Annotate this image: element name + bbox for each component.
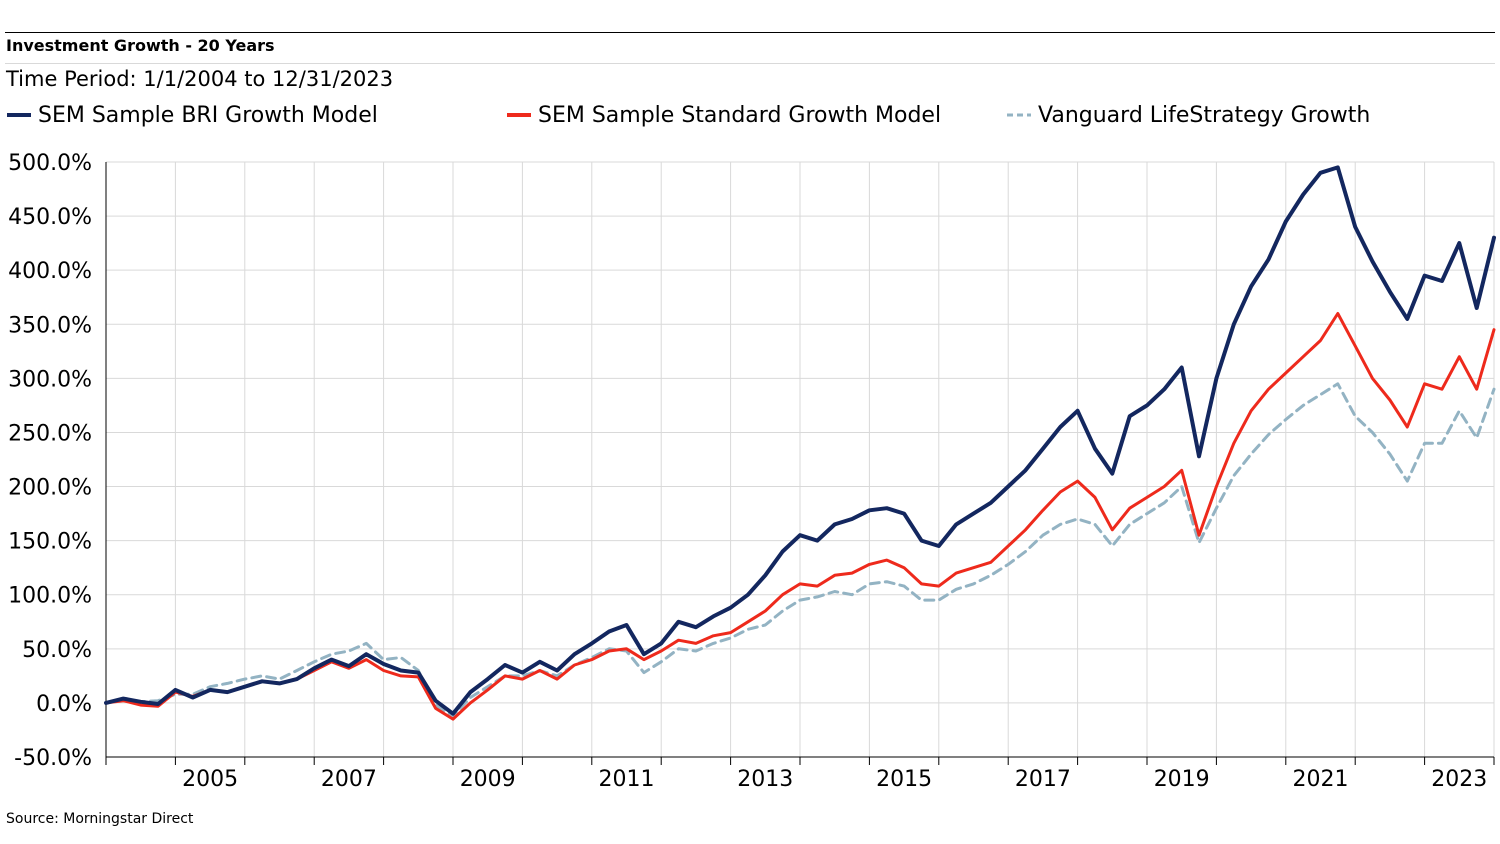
- legend-label-standard: SEM Sample Standard Growth Model: [538, 102, 942, 128]
- x-tick-label: 2013: [737, 767, 793, 792]
- top-rule: [5, 32, 1495, 33]
- y-tick-label: -50.0%: [14, 746, 92, 771]
- x-tick-label: 2007: [321, 767, 377, 792]
- series-line-standard: [104, 312, 1496, 721]
- x-tick-label: 2015: [876, 767, 932, 792]
- x-tick-label: 2017: [1015, 767, 1071, 792]
- chart-title: Investment Growth - 20 Years: [6, 36, 275, 55]
- legend-item-standard: SEM Sample Standard Growth Model: [506, 101, 941, 129]
- y-tick-label: 500.0%: [8, 151, 92, 176]
- legend-item-bri: SEM Sample BRI Growth Model: [6, 101, 378, 129]
- x-tick-label: 2009: [460, 767, 516, 792]
- source-note: Source: Morningstar Direct: [6, 811, 194, 827]
- y-tick-label: 400.0%: [8, 259, 92, 284]
- legend-item-vanguard: Vanguard LifeStrategy Growth: [1006, 101, 1370, 129]
- y-tick-label: 350.0%: [8, 313, 92, 338]
- x-tick-label: 2005: [182, 767, 238, 792]
- series-line-bri: [104, 165, 1496, 716]
- y-tick-label: 0.0%: [36, 692, 92, 717]
- series-line-vanguard: [104, 382, 1496, 718]
- y-tick-label: 200.0%: [8, 476, 92, 501]
- x-tick-label: 2019: [1154, 767, 1210, 792]
- legend-label-bri: SEM Sample BRI Growth Model: [38, 102, 378, 128]
- legend-swatch-vanguard: [1007, 113, 1031, 117]
- x-tick-label: 2021: [1293, 767, 1349, 792]
- legend-swatch-bri: [7, 113, 31, 117]
- legend-label-vanguard: Vanguard LifeStrategy Growth: [1038, 102, 1371, 128]
- y-tick-label: 150.0%: [8, 530, 92, 555]
- y-tick-label: 450.0%: [8, 205, 92, 230]
- x-tick-label: 2011: [599, 767, 655, 792]
- y-tick-label: 50.0%: [22, 638, 92, 663]
- y-tick-label: 300.0%: [8, 367, 92, 392]
- y-tick-label: 250.0%: [8, 421, 92, 446]
- y-tick-label: 100.0%: [8, 584, 92, 609]
- legend-swatch-standard: [507, 113, 531, 117]
- x-tick-label: 2023: [1431, 767, 1487, 792]
- chart-subtitle: Time Period: 1/1/2004 to 12/31/2023: [6, 67, 394, 91]
- title-rule: [5, 63, 1495, 64]
